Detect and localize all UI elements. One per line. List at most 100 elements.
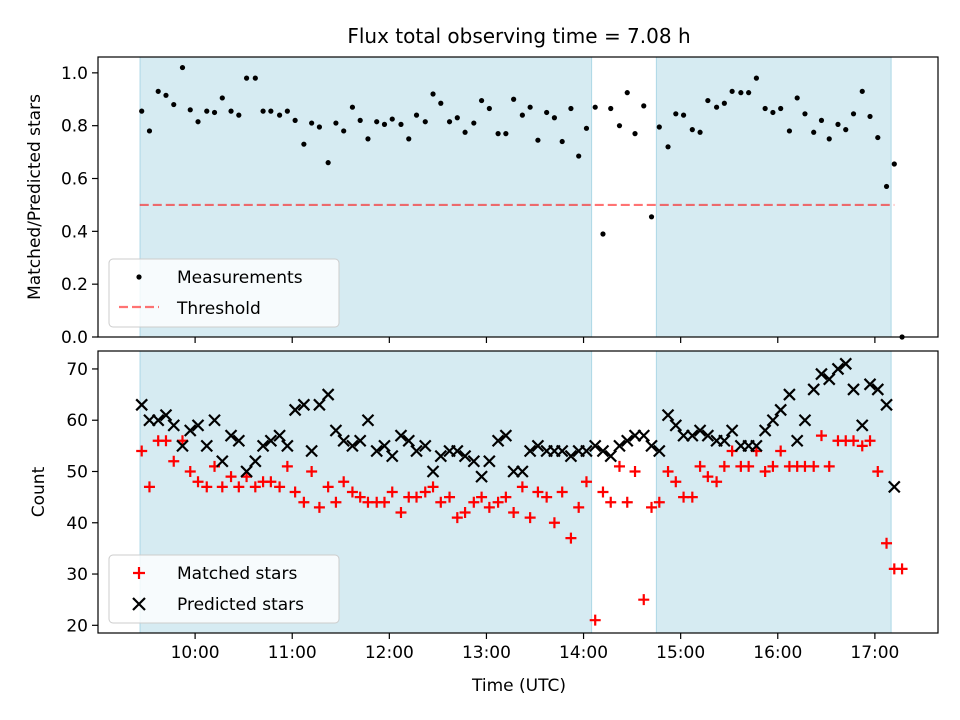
matched-star-point [143, 481, 155, 493]
legend-measurements-marker [136, 274, 142, 280]
measurement-point [551, 115, 558, 121]
bottom-y-axis-label: Count [29, 466, 49, 517]
predicted-star-point [516, 465, 529, 478]
y-tick-label: 50 [66, 462, 88, 482]
legend-measurements-label: Measurements [177, 268, 303, 288]
measurement-point [219, 95, 225, 101]
bottom-plot-frame [97, 350, 939, 634]
matched-star-point [556, 486, 568, 498]
x-tick-label: 13:00 [462, 643, 511, 663]
predicted-star-point [564, 449, 578, 463]
measurement-point [608, 105, 614, 112]
measurement-point [665, 144, 671, 150]
measurement-point [503, 131, 509, 137]
x-tick-label: 17:00 [850, 643, 899, 663]
y-tick-label: 60 [66, 411, 88, 431]
predicted-star-point [183, 424, 197, 437]
predicted-star-point [766, 413, 780, 427]
predicted-star-point [637, 429, 651, 442]
measurement-point [713, 104, 720, 110]
predicted-star-point [499, 429, 513, 442]
matched-star-point [524, 512, 536, 524]
matched-star-point [856, 440, 868, 452]
measurement-point [697, 129, 703, 135]
measurement-point [519, 112, 525, 118]
predicted-star-point [686, 429, 699, 442]
matched-star-point [848, 435, 860, 447]
matched-star-point [136, 445, 148, 457]
matched-star-point [605, 496, 617, 508]
predicted-star-point [491, 434, 505, 448]
matched-star-point [346, 486, 358, 498]
measurement-point [794, 95, 800, 101]
matched-star-point [386, 486, 398, 498]
matched-star-point [864, 435, 876, 447]
predicted-star-point [831, 362, 845, 376]
measurement-point [875, 134, 881, 141]
measurement-point [559, 138, 565, 145]
predicted-star-point [321, 388, 335, 401]
predicted-star-point [159, 408, 173, 422]
predicted-star-point [191, 419, 205, 432]
bottom-y-ticks: 20 30 40 50 60 70 [66, 360, 98, 636]
measurement-point [413, 112, 420, 118]
matched-star-point [881, 537, 893, 549]
matched-star-points [136, 430, 908, 626]
predicted-star-point [645, 439, 658, 453]
predicted-star-point [669, 419, 683, 432]
measurement-point [762, 105, 768, 112]
matched-star-point [532, 486, 544, 498]
matched-star-point [281, 460, 293, 472]
measurement-point [349, 104, 356, 110]
predicted-star-point [458, 449, 472, 463]
matched-star-point [225, 471, 237, 483]
x-tick-label: 11:00 [268, 643, 317, 663]
predicted-star-point [523, 444, 537, 458]
measurement-point [374, 119, 380, 125]
matched-star-point [233, 481, 245, 493]
measurement-point [738, 90, 744, 96]
x-tick-label: 10:00 [171, 643, 220, 663]
predicted-star-point [135, 398, 148, 412]
measurement-point [867, 113, 873, 120]
matched-star-point [653, 496, 665, 508]
measurement-point [689, 127, 695, 133]
predicted-star-point [370, 444, 383, 458]
predicted-star-point [790, 434, 804, 448]
matched-star-point [589, 614, 601, 626]
predicted-star-point [815, 367, 828, 381]
measurement-point [802, 111, 808, 117]
matched-star-point [330, 496, 342, 508]
measurement-point [705, 97, 711, 104]
predicted-star-point [596, 444, 610, 458]
predicted-star-point [555, 444, 569, 458]
legend-threshold-label: Threshold [176, 299, 261, 319]
matched-star-point [184, 465, 196, 477]
matched-star-point [670, 476, 682, 488]
predicted-star-point [385, 449, 399, 463]
measurement-point [583, 125, 590, 131]
measurement-point [592, 104, 598, 110]
measurement-point [527, 104, 533, 110]
predicted-star-point [176, 439, 189, 453]
measurement-point [746, 90, 752, 96]
matched-star-point [686, 491, 698, 503]
predicted-star-point [758, 424, 772, 437]
predicted-star-point [613, 439, 626, 453]
measurement-point [195, 119, 201, 125]
matched-star-point [306, 465, 318, 477]
y-tick-label: 30 [66, 565, 88, 585]
top-legend-box [108, 258, 340, 328]
measurement-point [155, 88, 161, 94]
matched-star-point [743, 460, 755, 472]
x-tick-label: 12:00 [365, 643, 414, 663]
predicted-star-point [273, 429, 286, 442]
measurement-point [260, 108, 266, 114]
predicted-star-point [394, 429, 408, 442]
measurement-point [478, 97, 485, 104]
measurement-point [276, 112, 283, 118]
matched-star-point [249, 481, 261, 493]
predicted-star-point [410, 444, 423, 458]
matched-star-point [718, 460, 730, 472]
